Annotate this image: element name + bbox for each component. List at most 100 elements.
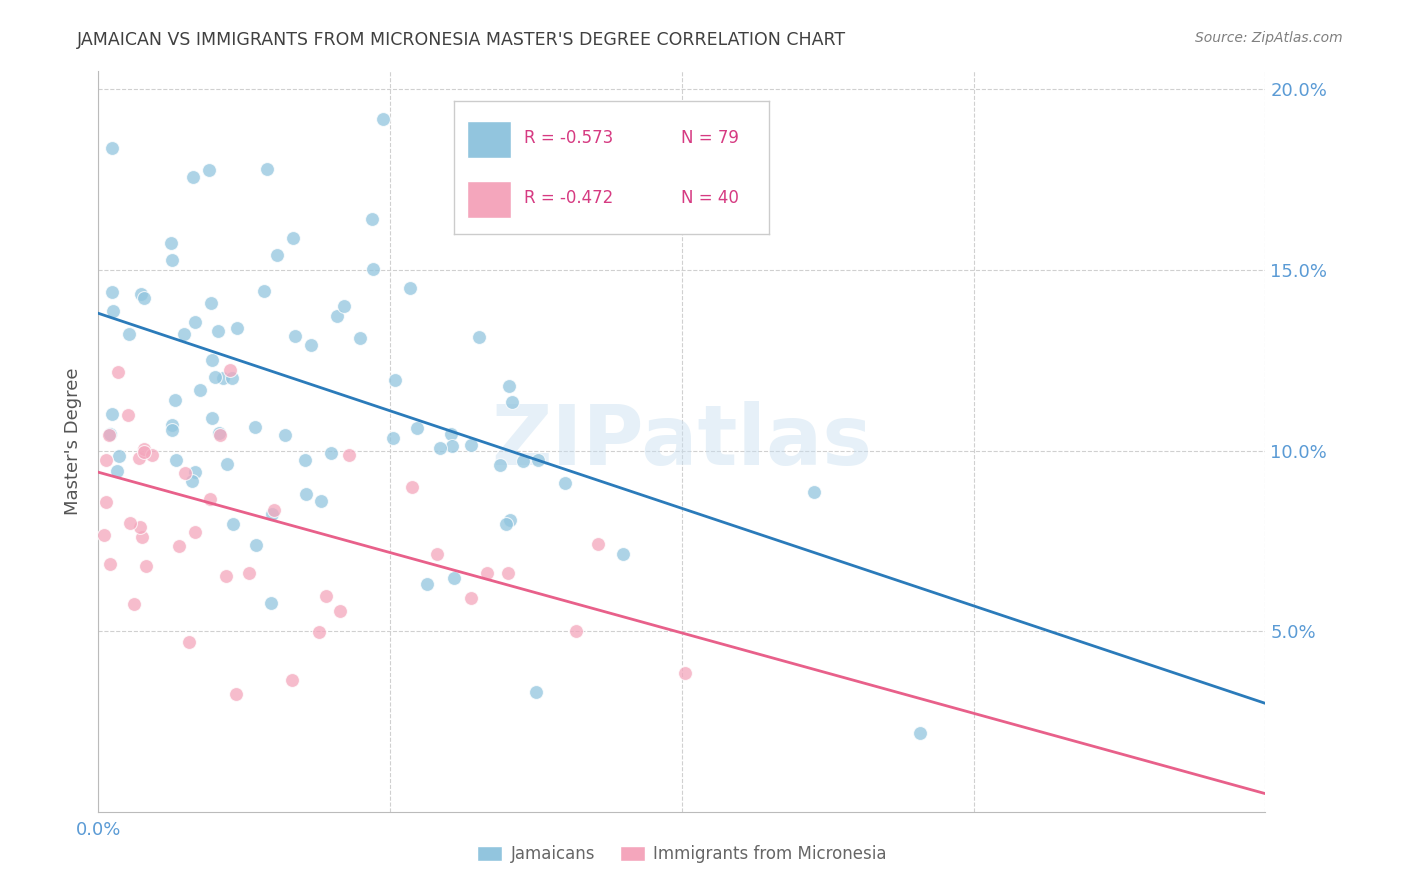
- Point: [212, 370, 235, 384]
- Point: [134, 291, 156, 305]
- Point: [163, 392, 186, 407]
- Point: [315, 589, 337, 603]
- Point: [200, 491, 222, 506]
- Point: [173, 327, 195, 342]
- Point: [280, 673, 302, 687]
- Point: [219, 362, 242, 376]
- Point: [337, 448, 360, 462]
- Point: [501, 395, 523, 409]
- Point: [132, 445, 155, 459]
- Point: [165, 453, 187, 467]
- Point: [98, 558, 121, 572]
- Point: [612, 547, 634, 561]
- Point: [554, 476, 576, 491]
- Point: [160, 423, 183, 437]
- Text: Source: ZipAtlas.com: Source: ZipAtlas.com: [1195, 31, 1343, 45]
- Point: [129, 287, 152, 301]
- Point: [184, 465, 207, 479]
- Point: [160, 418, 183, 433]
- Point: [256, 162, 278, 177]
- Point: [132, 442, 155, 456]
- Point: [97, 428, 120, 442]
- Point: [183, 170, 205, 185]
- Point: [460, 591, 482, 606]
- Text: 0.0%: 0.0%: [76, 822, 121, 839]
- Point: [105, 464, 128, 478]
- Point: [107, 449, 129, 463]
- Point: [260, 596, 283, 610]
- Point: [399, 281, 422, 295]
- Point: [221, 371, 243, 385]
- Point: [215, 569, 238, 583]
- Point: [101, 407, 124, 421]
- Point: [361, 261, 384, 276]
- Point: [93, 528, 115, 542]
- Point: [440, 440, 463, 454]
- Point: [475, 566, 498, 580]
- Point: [180, 474, 202, 488]
- Point: [101, 141, 124, 155]
- Point: [96, 495, 118, 509]
- Point: [384, 373, 406, 387]
- Point: [512, 454, 534, 468]
- Point: [167, 539, 190, 553]
- Point: [225, 321, 247, 335]
- Point: [460, 438, 482, 452]
- Point: [118, 326, 141, 341]
- Point: [440, 427, 463, 442]
- Point: [294, 452, 316, 467]
- Point: [128, 451, 150, 466]
- Y-axis label: Master's Degree: Master's Degree: [65, 368, 83, 516]
- Point: [495, 517, 517, 532]
- Point: [406, 421, 429, 435]
- Point: [184, 524, 207, 539]
- Point: [208, 427, 231, 442]
- Point: [207, 324, 229, 338]
- Point: [135, 559, 157, 574]
- Point: [499, 513, 522, 527]
- Point: [243, 420, 266, 434]
- Point: [443, 571, 465, 585]
- Point: [319, 446, 342, 460]
- Text: ZIPatlas: ZIPatlas: [492, 401, 872, 482]
- Point: [496, 566, 519, 580]
- Point: [284, 329, 307, 343]
- Point: [489, 458, 512, 473]
- Point: [141, 448, 163, 462]
- Point: [120, 516, 142, 530]
- Point: [160, 236, 183, 251]
- Point: [527, 452, 550, 467]
- Point: [426, 547, 449, 561]
- Point: [415, 576, 437, 591]
- Point: [586, 537, 609, 551]
- Point: [329, 604, 352, 618]
- Point: [371, 112, 394, 126]
- Point: [262, 508, 284, 522]
- Point: [177, 634, 200, 648]
- Point: [309, 494, 332, 508]
- Point: [245, 538, 267, 552]
- Point: [283, 230, 305, 244]
- Point: [274, 428, 297, 442]
- Point: [308, 625, 330, 640]
- Point: [190, 383, 212, 397]
- Text: JAMAICAN VS IMMIGRANTS FROM MICRONESIA MASTER'S DEGREE CORRELATION CHART: JAMAICAN VS IMMIGRANTS FROM MICRONESIA M…: [77, 31, 846, 49]
- Point: [98, 427, 121, 442]
- Point: [222, 517, 245, 532]
- Point: [429, 441, 451, 455]
- Point: [94, 452, 117, 467]
- Point: [201, 353, 224, 368]
- Point: [253, 284, 276, 298]
- Point: [266, 248, 288, 262]
- Point: [381, 431, 404, 445]
- Point: [160, 252, 183, 267]
- Point: [803, 485, 825, 500]
- Point: [204, 369, 226, 384]
- Point: [201, 410, 224, 425]
- Point: [200, 296, 222, 310]
- Legend: Jamaicans, Immigrants from Micronesia: Jamaicans, Immigrants from Micronesia: [471, 838, 893, 870]
- Point: [299, 338, 322, 352]
- Point: [101, 303, 124, 318]
- Point: [524, 685, 547, 699]
- Point: [908, 726, 931, 740]
